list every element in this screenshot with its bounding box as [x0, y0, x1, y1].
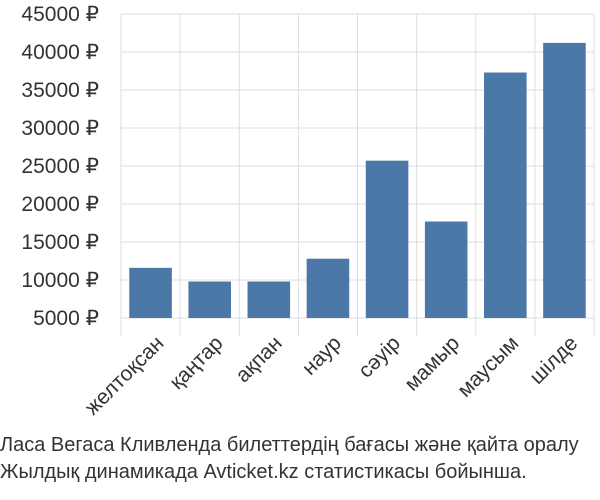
y-tick-label: 40000 ₽	[21, 41, 99, 64]
x-tick-label: желтоқсан	[81, 332, 169, 420]
y-tick-label: 10000 ₽	[21, 269, 99, 292]
y-tick-label: 15000 ₽	[21, 231, 99, 254]
y-tick-label: 25000 ₽	[21, 155, 99, 178]
bar-chart: 5000 ₽ 10000 ₽ 15000 ₽ 20000 ₽ 25000 ₽ 30000 …	[21, 3, 595, 420]
bar	[365, 160, 409, 318]
caption-line-2: Жылдық динамикада Avticket.kz статистика…	[0, 461, 527, 483]
y-tick-label: 20000 ₽	[21, 193, 99, 216]
bar	[129, 267, 172, 318]
y-tick-label: 45000 ₽	[21, 3, 99, 26]
x-tick-label: шілде	[525, 332, 582, 389]
bar	[484, 72, 527, 319]
y-axis-ticks: 5000 ₽ 10000 ₽ 15000 ₽ 20000 ₽ 25000 ₽ 30000 …	[21, 3, 99, 330]
gridlines	[120, 13, 595, 336]
bar	[247, 281, 291, 318]
caption-line-1: Ласа Вегаса Кливленда билеттердің бағасы…	[0, 434, 579, 456]
y-tick-label: 5000 ₽	[33, 307, 99, 330]
x-tick-label: наур	[298, 332, 346, 380]
bar	[188, 281, 231, 318]
bar	[424, 221, 468, 318]
x-tick-label: қаңтар	[165, 332, 227, 394]
x-tick-label: сәуір	[354, 332, 405, 383]
bar	[306, 258, 350, 318]
x-tick-label: маусым	[453, 332, 523, 402]
y-tick-label: 30000 ₽	[21, 117, 99, 140]
bars	[129, 42, 586, 319]
x-tick-label: ақпан	[231, 332, 287, 388]
y-tick-label: 35000 ₽	[21, 79, 99, 102]
bar	[543, 42, 586, 318]
